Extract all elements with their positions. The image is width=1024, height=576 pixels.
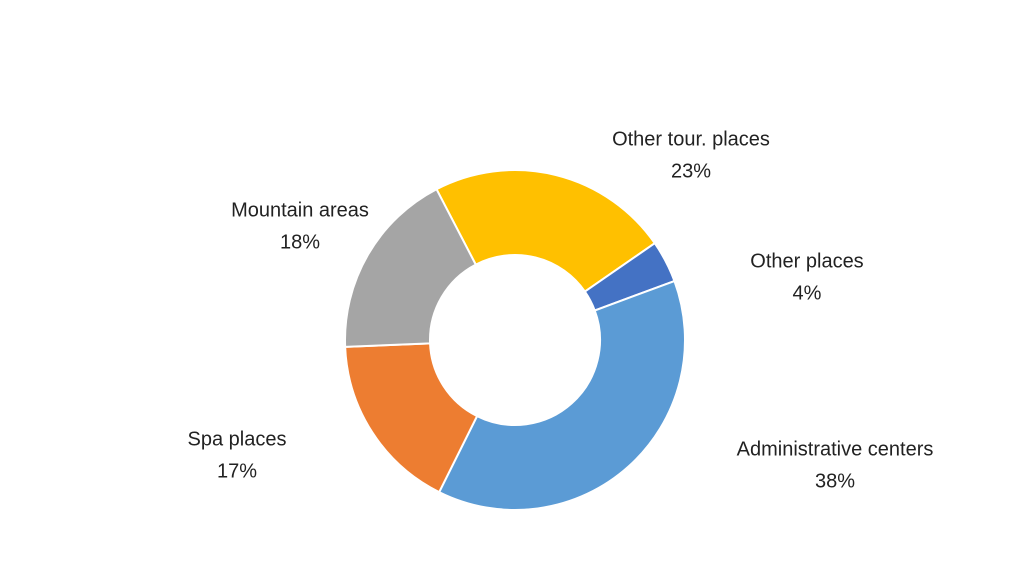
slice-label: Mountain areas <box>231 199 369 221</box>
slice-label: Other tour. places <box>612 128 770 150</box>
donut-slice <box>344 187 478 348</box>
slice-label: Other places <box>750 250 863 272</box>
donut-slice <box>435 169 657 294</box>
donut-slice <box>437 279 686 511</box>
slice-value-label: 4% <box>793 282 822 304</box>
slice-value-label: 17% <box>217 460 257 482</box>
slice-label: Administrative centers <box>737 438 934 460</box>
slice-value-label: 38% <box>815 470 855 492</box>
slice-label: Spa places <box>188 428 287 450</box>
slice-value-label: 23% <box>671 160 711 182</box>
slice-value-label: 18% <box>280 231 320 253</box>
donut-slice <box>344 342 479 494</box>
